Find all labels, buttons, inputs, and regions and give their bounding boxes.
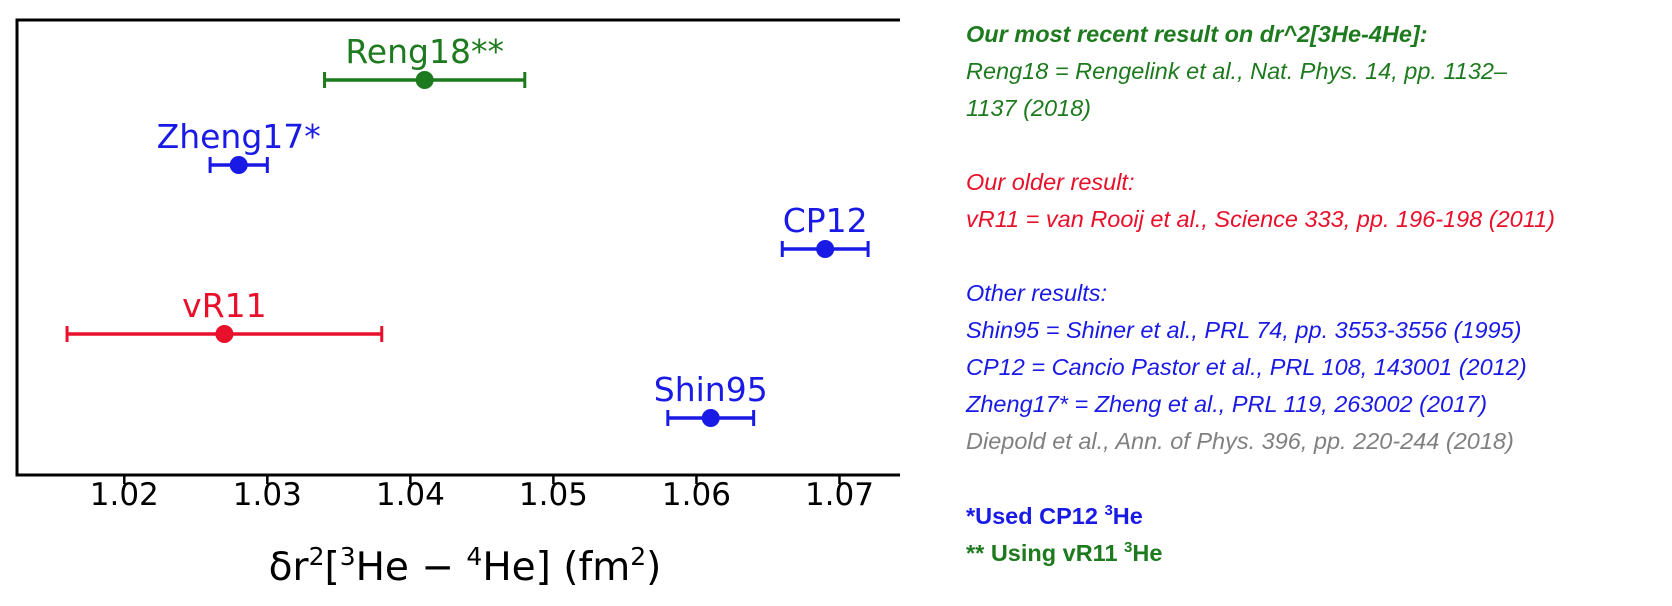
data-point	[415, 71, 434, 89]
data-point	[229, 156, 248, 174]
chart: 1.02 1.03 1.04 1.05 1.06 1.07 Reng18** Zheng17…	[15, 18, 900, 590]
recent-result-ref-line1: Reng18 = Rengelink et al., Nat. Phys. 14…	[966, 58, 1508, 84]
data-point-label: Reng18**	[345, 32, 504, 71]
data-point-label: Zheng17*	[157, 117, 321, 156]
recent-result-ref-line2: 1137 (2018)	[966, 95, 1091, 121]
data-point-label: Shin95	[654, 370, 768, 409]
x-tick-label: 1.03	[233, 477, 302, 513]
older-result-heading: Our older result:	[966, 169, 1135, 195]
x-tick-label: 1.05	[519, 477, 588, 513]
data-point-group: Zheng17*	[157, 117, 321, 174]
data-point	[215, 325, 234, 343]
older-result-block: Our older result: vR11 = van Rooij et al…	[966, 164, 1666, 238]
data-point	[701, 409, 720, 427]
references-panel: Our most recent result on dr^2[3He-4He]:…	[966, 16, 1666, 497]
other-ref-diepold: Diepold et al., Ann. of Phys. 396, pp. 2…	[966, 428, 1514, 454]
data-point-label: vR11	[182, 286, 266, 325]
recent-result-block: Our most recent result on dr^2[3He-4He]:…	[966, 16, 1666, 127]
footnote-double-star: ** Using vR11 3He	[966, 539, 1163, 566]
x-tick-label: 1.06	[662, 477, 731, 513]
data-point-group: Reng18**	[323, 32, 527, 89]
other-results-block: Other results: Shin95 = Shiner et al., P…	[966, 275, 1666, 460]
other-ref-shin95: Shin95 = Shiner et al., PRL 74, pp. 3553…	[966, 317, 1522, 343]
footnotes: *Used CP12 3He ** Using vR11 3He	[966, 498, 1162, 572]
x-axis-ticks: 1.02 1.03 1.04 1.05 1.06 1.07	[90, 475, 874, 513]
data-point	[816, 240, 835, 258]
x-axis-label: δr2[3He − 4He] (fm2)	[269, 542, 662, 590]
data-point-label: CP12	[783, 201, 868, 240]
other-ref-zheng17: Zheng17* = Zheng et al., PRL 119, 263002…	[966, 391, 1488, 417]
data-point-group: vR11	[65, 286, 384, 343]
data-point-group: Shin95	[654, 370, 768, 427]
footnote-single-star: *Used CP12 3He	[966, 502, 1143, 529]
x-tick-label: 1.07	[805, 477, 874, 513]
data-point-group: CP12	[780, 201, 870, 258]
x-tick-label: 1.04	[376, 477, 445, 513]
plot-frame	[15, 18, 900, 477]
older-result-ref: vR11 = van Rooij et al., Science 333, pp…	[966, 206, 1555, 232]
recent-result-heading: Our most recent result on dr^2[3He-4He]:	[966, 21, 1428, 47]
other-ref-cp12: CP12 = Cancio Pastor et al., PRL 108, 14…	[966, 354, 1527, 380]
data-marks: Reng18** Zheng17* CP12 vR11 Shin95	[65, 32, 870, 427]
x-tick-label: 1.02	[90, 477, 159, 513]
other-results-heading: Other results:	[966, 280, 1108, 306]
